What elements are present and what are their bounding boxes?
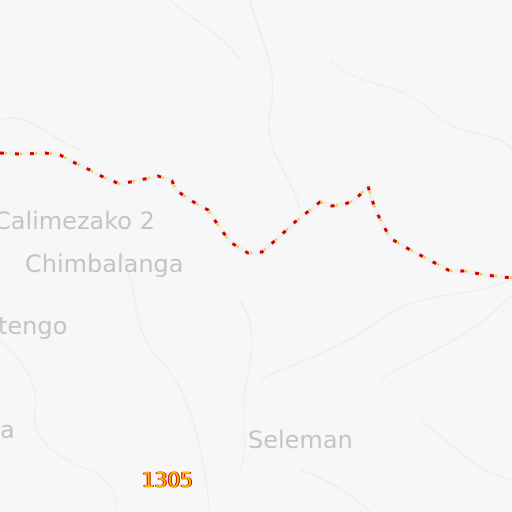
river-line: [0, 339, 117, 512]
river-line: [259, 279, 512, 381]
place-label-a: a: [0, 416, 15, 444]
road-ref-label: 1305: [142, 468, 193, 492]
river-line: [329, 59, 512, 151]
place-label-seleman: Seleman: [248, 426, 353, 454]
river-line: [379, 294, 512, 381]
place-label-calimezako-2: Calimezako 2: [0, 207, 155, 235]
river-line: [169, 0, 241, 61]
road-casing: [0, 151, 512, 280]
river-line: [249, 0, 301, 211]
place-label-tengo: tengo: [0, 312, 68, 340]
river-line: [239, 299, 253, 471]
river-line: [119, 249, 211, 512]
river-line: [0, 117, 81, 151]
river-line: [419, 419, 512, 481]
river-line: [299, 469, 371, 512]
place-label-chimbalanga: Chimbalanga: [25, 250, 184, 278]
